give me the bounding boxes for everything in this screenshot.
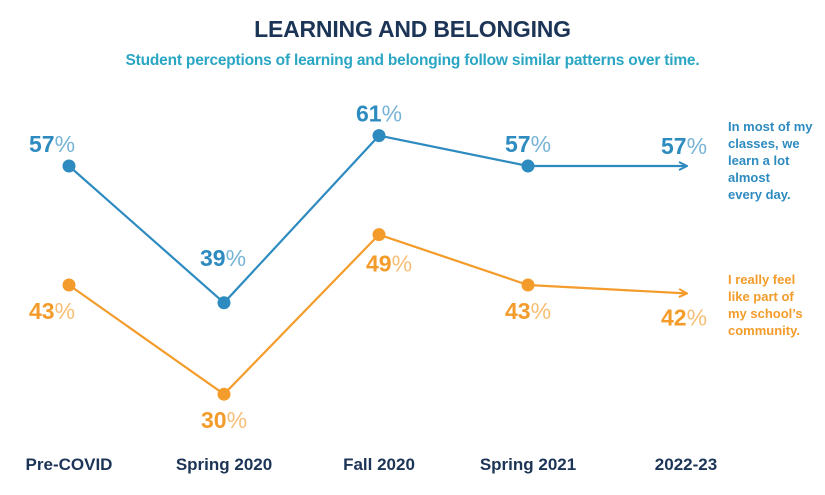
- series-legend-label: I really feel like part of my school’s comm…: [728, 272, 803, 338]
- data-point: [521, 159, 535, 173]
- data-label: 43%: [505, 298, 551, 324]
- data-label: 61%: [356, 101, 402, 127]
- data-label: 49%: [366, 251, 412, 277]
- data-label: 43%: [29, 298, 75, 324]
- x-tick-label: 2022-23: [655, 455, 717, 474]
- data-point: [372, 129, 386, 143]
- data-label: 39%: [200, 245, 246, 271]
- series-belonging: 43% 30% 49% 43% 42% I really feel like part of…: [29, 228, 803, 433]
- series-learning: 57% 39% 61% 57% 57% In most of my classes, we l…: [29, 101, 813, 310]
- chart-title: LEARNING AND BELONGING: [254, 16, 571, 42]
- data-label: 57%: [505, 131, 551, 157]
- data-label: 57%: [661, 133, 707, 159]
- x-tick-label: Fall 2020: [343, 455, 415, 474]
- data-point: [217, 387, 231, 401]
- series-legend-label: In most of my classes, we learn a lot almos…: [728, 119, 813, 202]
- x-tick-label: Pre-COVID: [26, 455, 113, 474]
- x-tick-label: Spring 2020: [176, 455, 272, 474]
- data-label: 57%: [29, 131, 75, 157]
- data-point: [217, 296, 231, 310]
- data-point: [62, 278, 76, 292]
- data-label: 30%: [201, 407, 247, 433]
- series-line: [68, 134, 686, 305]
- data-point: [372, 228, 386, 242]
- data-point: [521, 278, 535, 292]
- chart-subtitle: Student perceptions of learning and belo…: [125, 52, 700, 69]
- data-label: 42%: [661, 304, 707, 330]
- x-tick-label: Spring 2021: [480, 455, 576, 474]
- data-point: [62, 159, 76, 173]
